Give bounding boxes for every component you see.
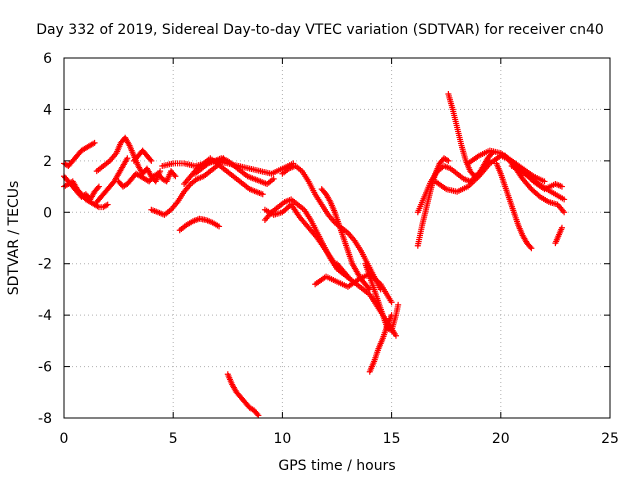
plot-frame	[63, 57, 611, 419]
data-point	[270, 175, 277, 182]
chart-title: Day 332 of 2019, Sidereal Day-to-day VTE…	[36, 22, 604, 38]
y-tick-label: 0	[43, 205, 52, 221]
series-arc-24	[445, 91, 496, 180]
data-point	[124, 155, 131, 162]
x-tick-label: 10	[273, 431, 291, 447]
data-point	[392, 332, 399, 339]
data-point	[388, 312, 395, 319]
y-axis-label: SDTVAR / TECUs	[6, 181, 22, 296]
series-arc-20	[366, 312, 395, 375]
y-tick-label: -2	[38, 257, 52, 273]
x-tick-label: 25	[601, 431, 619, 447]
series-arc-12	[176, 215, 223, 234]
data-point	[259, 191, 266, 198]
y-tick-label: -6	[38, 360, 52, 376]
data-point	[445, 157, 452, 164]
x-tick-label: 5	[169, 431, 178, 447]
series-arc-21	[224, 371, 262, 419]
x-tick-label: 0	[60, 431, 69, 447]
series-arc-1	[61, 139, 98, 169]
data-point	[104, 201, 111, 208]
series-arc-7	[130, 147, 155, 164]
series-arc-30	[552, 224, 565, 247]
series-arc-4	[93, 155, 131, 205]
data-point	[528, 245, 535, 252]
data-point	[395, 301, 402, 308]
data-point	[388, 299, 395, 306]
data-point	[254, 411, 261, 418]
data-point	[91, 139, 98, 146]
y-tick-label: -4	[38, 308, 52, 324]
series-arc-8	[148, 155, 227, 218]
data-point	[558, 183, 565, 190]
series-arc-6	[115, 168, 179, 190]
x-axis-label: GPS time / hours	[278, 458, 395, 474]
data-points	[61, 91, 568, 419]
data-point	[172, 173, 179, 180]
series-arc-17	[312, 271, 395, 306]
y-tick-label: 6	[43, 51, 52, 67]
axis-ticks: 0 5 10 15 20 25 -8 -6 -4 -2 0 2 4 6	[38, 51, 619, 447]
data-point	[216, 223, 223, 230]
data-point	[541, 178, 548, 185]
y-tick-label: -8	[38, 411, 52, 427]
data-point	[561, 209, 568, 216]
data-point	[94, 184, 101, 191]
data-point	[148, 157, 155, 164]
x-tick-label: 15	[383, 431, 401, 447]
series-arc-11	[192, 155, 277, 187]
data-point	[171, 172, 178, 178]
y-tick-label: 2	[43, 154, 52, 170]
data-point	[255, 412, 262, 419]
data-point	[527, 244, 534, 250]
series-arc-27	[493, 160, 535, 252]
grid	[64, 58, 610, 418]
data-point	[95, 183, 102, 190]
data-point	[147, 156, 154, 163]
data-point	[558, 224, 565, 231]
data-point	[561, 196, 568, 203]
series-arc-29	[508, 163, 568, 203]
series-arc-19	[362, 260, 402, 334]
y-tick-label: 4	[43, 102, 52, 118]
x-tick-label: 20	[492, 431, 510, 447]
data-point	[487, 151, 494, 158]
